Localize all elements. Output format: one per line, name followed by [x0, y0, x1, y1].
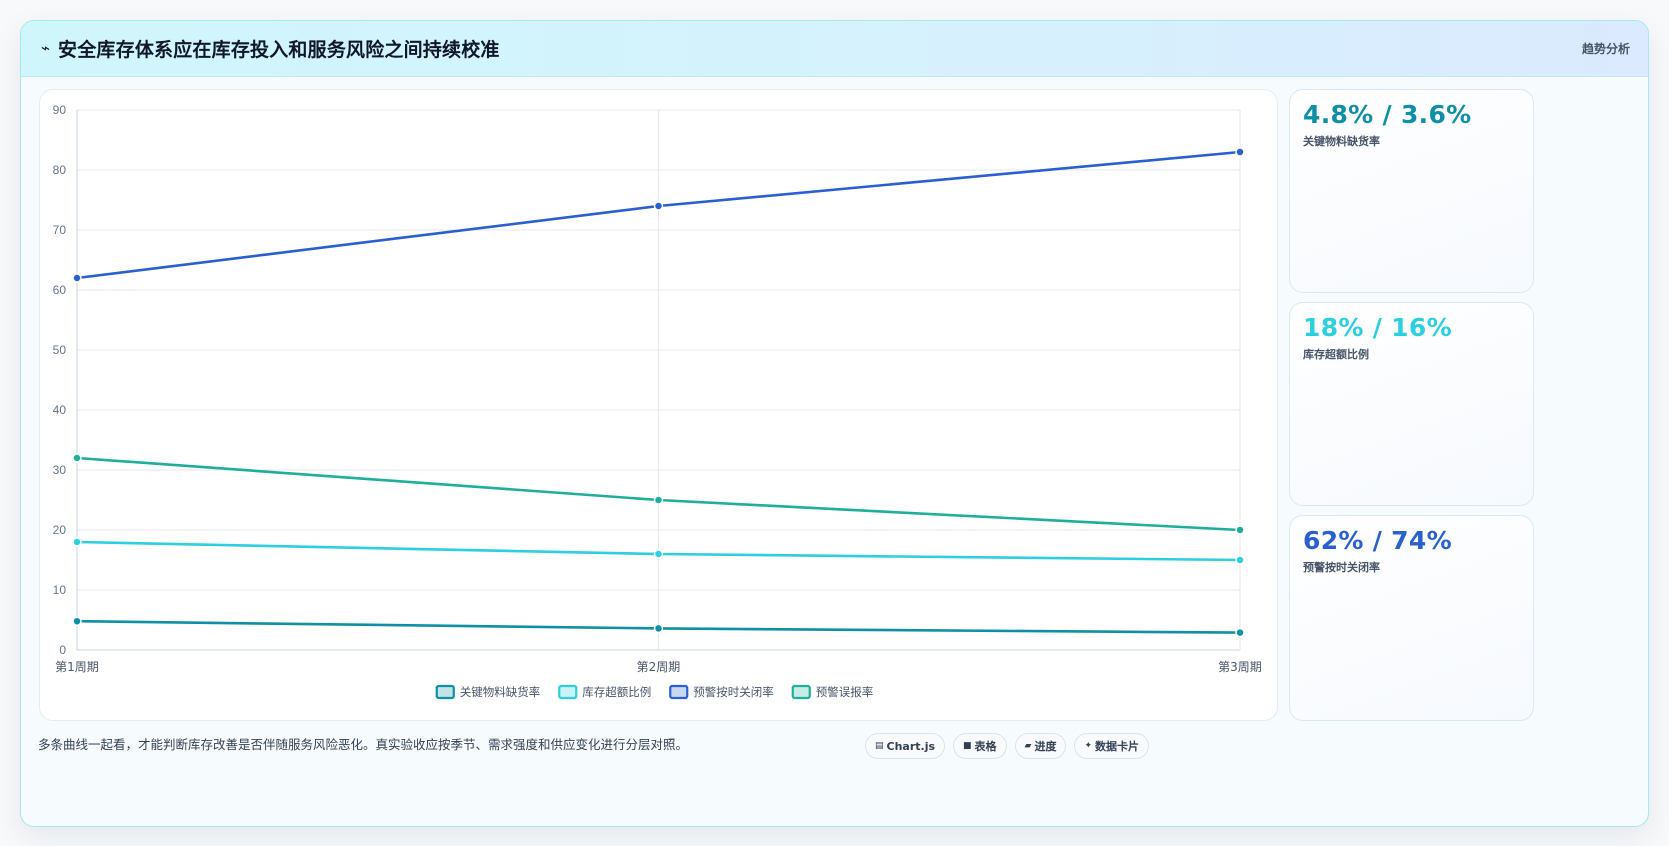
kpi-value: 4.8% / 3.6%	[1303, 100, 1472, 129]
legend-label: 预警误报率	[816, 685, 874, 699]
y-tick-label: 0	[59, 643, 66, 657]
y-tick-label: 40	[53, 403, 67, 417]
data-point	[1235, 147, 1245, 157]
y-tick-label: 10	[53, 583, 67, 597]
tool-pills: ▤ Chart.js ■ 表格 ▰ 进度 ✦ 数据卡片	[865, 733, 1150, 759]
data-point	[1235, 627, 1245, 638]
pill-chartjs[interactable]: ▤ Chart.js	[865, 733, 946, 759]
data-point	[1235, 525, 1245, 535]
line-chart-panel: 0 10 20 30 40 50 60 70 80 90 第1周期 第2周期 第3周期关键物料缺货率 库存…	[39, 89, 1278, 721]
y-tick-label: 70	[53, 223, 67, 237]
pill-label: 数据卡片	[1095, 740, 1140, 753]
header-tag: 趋势分析	[1581, 42, 1630, 56]
x-tick-label: 第2周期	[637, 660, 681, 674]
kpi-card-stockout: 4.8% / 3.6% 关键物料缺货率	[1289, 89, 1534, 293]
kpi-value: 18% / 16%	[1303, 313, 1452, 342]
data-point	[72, 273, 82, 283]
data-point	[653, 623, 664, 634]
dashboard-card: ⌁ 安全库存体系应在库存投入和服务风险之间持续校准 趋势分析 0 10 20 30 40…	[20, 20, 1649, 827]
kpi-label: 库存超额比例	[1303, 348, 1369, 361]
y-tick-label: 60	[53, 283, 67, 297]
kpi-value: 62% / 74%	[1303, 526, 1452, 555]
y-tick-label: 90	[53, 103, 67, 117]
legend-swatch	[791, 684, 811, 700]
legend-label: 库存超额比例	[582, 685, 651, 699]
legend-label: 关键物料缺货率	[460, 685, 541, 699]
y-tick-label: 20	[53, 523, 67, 537]
card-header: ⌁ 安全库存体系应在库存投入和服务风险之间持续校准 趋势分析	[21, 21, 1648, 77]
trend-icon: ⌁	[41, 39, 51, 57]
pill-label: Chart.js	[886, 739, 936, 753]
data-point	[653, 201, 664, 211]
y-tick-label: 80	[53, 163, 67, 177]
page-title: 安全库存体系应在库存投入和服务风险之间持续校准	[58, 39, 500, 61]
card-icon: ✦	[1084, 741, 1093, 751]
data-point	[653, 549, 664, 559]
pill-table[interactable]: ■ 表格	[953, 733, 1007, 759]
title-wrap: ⌁ 安全库存体系应在库存投入和服务风险之间持续校准	[41, 21, 500, 76]
chart-icon: ▤	[875, 741, 884, 751]
legend-swatch	[558, 684, 578, 700]
pill-label: 表格	[974, 740, 997, 753]
legend-swatch	[435, 684, 455, 700]
kpi-card-overstock: 18% / 16% 库存超额比例	[1289, 302, 1534, 506]
legend-label: 预警按时关闭率	[693, 685, 774, 699]
pill-data-card[interactable]: ✦ 数据卡片	[1074, 733, 1150, 759]
kpi-card-alert-close: 62% / 74% 预警按时关闭率	[1289, 515, 1534, 721]
table-icon: ■	[963, 741, 972, 751]
y-tick-label: 30	[53, 463, 67, 477]
y-tick-label: 50	[53, 343, 67, 357]
data-point	[72, 453, 82, 463]
data-point	[72, 616, 82, 626]
x-tick-label: 第1周期	[55, 660, 99, 674]
data-point	[72, 537, 82, 547]
x-tick-label: 第3周期	[1218, 660, 1262, 674]
legend-swatch	[669, 684, 689, 700]
kpi-label: 预警按时关闭率	[1303, 561, 1380, 574]
progress-icon: ▰	[1024, 741, 1032, 751]
data-point	[1235, 555, 1245, 565]
data-point	[653, 495, 664, 505]
footer-note: 多条曲线一起看，才能判断库存改善是否伴随服务风险恶化。真实验收应按季节、需求强度…	[38, 737, 689, 752]
pill-progress[interactable]: ▰ 进度	[1014, 733, 1067, 759]
kpi-label: 关键物料缺货率	[1303, 135, 1380, 148]
pill-label: 进度	[1034, 740, 1057, 753]
